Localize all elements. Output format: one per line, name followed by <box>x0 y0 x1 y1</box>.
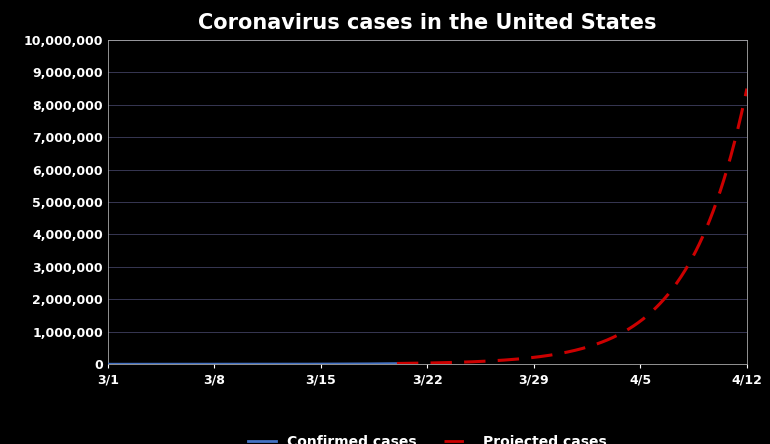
Legend: Confirmed cases, Projected cases: Confirmed cases, Projected cases <box>243 429 612 444</box>
Title: Coronavirus cases in the United States: Coronavirus cases in the United States <box>198 13 657 33</box>
